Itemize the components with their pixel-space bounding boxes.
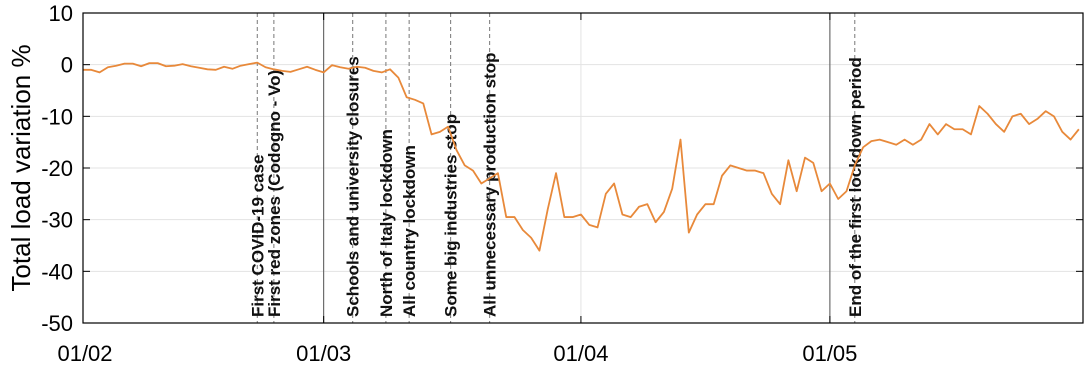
grid — [82, 12, 1083, 324]
y-tick-label: -20 — [41, 156, 73, 181]
y-axis: 10 0 -10 -20 -30 -40 -50 — [41, 1, 1083, 336]
y-tick-label: -30 — [41, 208, 73, 233]
x-tick-label: 01/04 — [553, 341, 608, 366]
x-axis: 01/02 01/03 01/04 01/05 — [57, 13, 857, 366]
annotation-label: North of Italy lockdown — [377, 129, 396, 317]
y-axis-title: Total load variation % — [6, 44, 36, 291]
series-group — [83, 61, 1080, 252]
annotation-label: End of the first lockdown period — [846, 57, 865, 317]
y-tick-label: -50 — [41, 311, 73, 336]
annotation-label: All country lockdown — [400, 145, 419, 317]
annotation-label: All unnecessary production stop — [481, 53, 500, 318]
y-tick-label: -40 — [41, 259, 73, 284]
x-tick-label: 01/03 — [296, 341, 351, 366]
y-tick-label: 10 — [49, 1, 73, 26]
annotation-label: Schools and university closures — [344, 56, 363, 317]
series-line — [83, 61, 1080, 252]
y-tick-label: -10 — [41, 104, 73, 129]
annotation-label: First red zones (Codogno - Vo) — [265, 70, 284, 317]
x-tick-label: 01/05 — [802, 341, 857, 366]
annotation-label: First COVID-19 case — [248, 154, 267, 317]
x-tick-label: 01/02 — [57, 341, 112, 366]
annotation-label: Some big industries stop — [442, 114, 461, 317]
y-tick-label: 0 — [61, 53, 73, 78]
